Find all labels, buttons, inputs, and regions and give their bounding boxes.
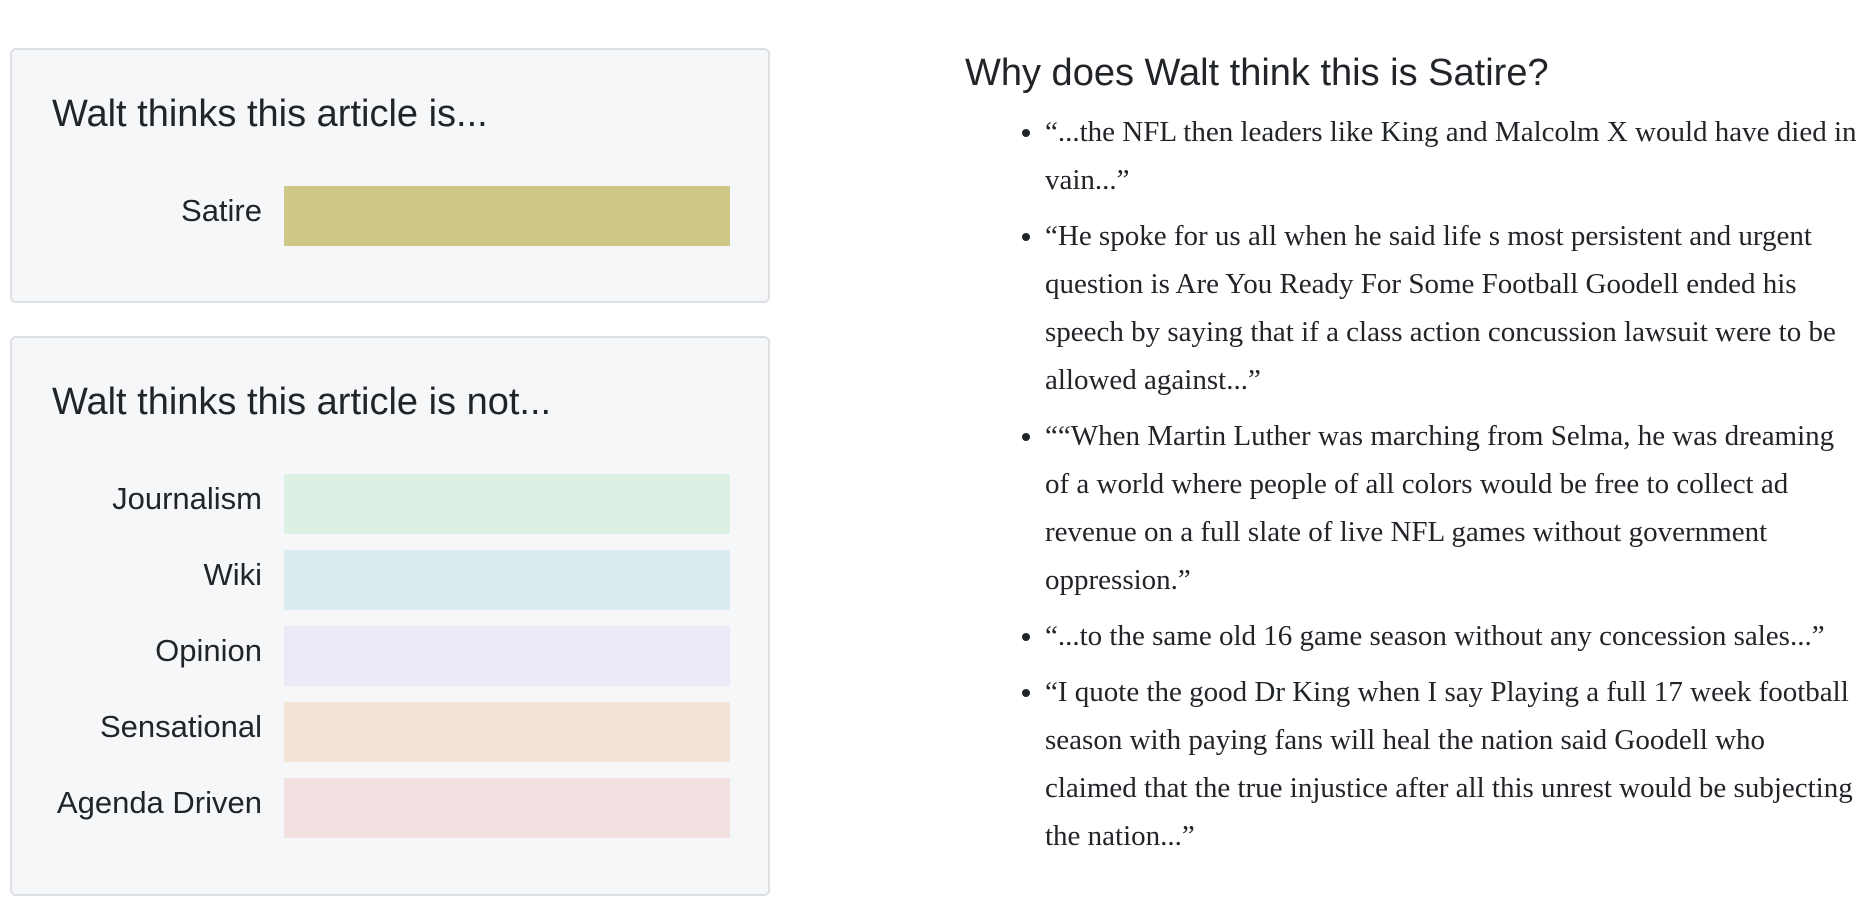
category-bar <box>284 550 730 610</box>
category-label: Journalism <box>112 481 262 516</box>
category-bar <box>284 626 730 686</box>
category-row-agenda-driven: Agenda Driven <box>12 778 768 838</box>
classification-title: Walt thinks this article is... <box>52 93 488 135</box>
category-label: Sensational <box>99 709 262 744</box>
category-bar <box>284 186 730 246</box>
reasons-panel: Why does Walt think this is Satire? “...… <box>965 48 1862 868</box>
reason-item: “I quote the good Dr King when I say Pla… <box>1045 668 1862 860</box>
reasons-title: Why does Walt think this is Satire? <box>965 52 1549 94</box>
reason-item: “...to the same old 16 game season witho… <box>1045 612 1862 660</box>
category-label: Wiki <box>203 557 262 592</box>
category-bar <box>284 474 730 534</box>
reasons-list: “...the NFL then leaders like King and M… <box>965 108 1862 860</box>
category-label: Satire <box>181 193 262 228</box>
category-row-sensational: Sensational <box>12 702 768 762</box>
category-row-journalism: Journalism <box>12 474 768 534</box>
reason-item: “...the NFL then leaders like King and M… <box>1045 108 1862 204</box>
not-classification-card: Walt thinks this article is not... Journ… <box>10 336 770 896</box>
category-row-wiki: Wiki <box>12 550 768 610</box>
not-classification-title: Walt thinks this article is not... <box>52 381 552 423</box>
reason-item: “He spoke for us all when he said life s… <box>1045 212 1862 404</box>
classification-card: Walt thinks this article is... Satire <box>10 48 770 303</box>
category-row-satire: Satire <box>12 186 768 246</box>
category-label: Agenda Driven <box>56 785 262 820</box>
reason-item: ““When Martin Luther was marching from S… <box>1045 412 1862 604</box>
category-label: Opinion <box>155 633 262 668</box>
category-bar <box>284 778 730 838</box>
category-bar <box>284 702 730 762</box>
category-row-opinion: Opinion <box>12 626 768 686</box>
